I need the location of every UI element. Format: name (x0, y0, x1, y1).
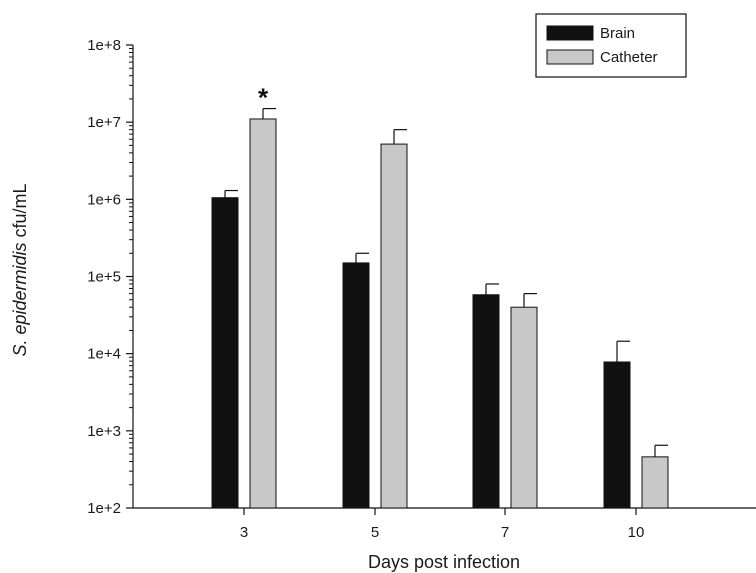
x-tick-label: 7 (501, 524, 509, 541)
y-axis-title-rest: cfu/mL (10, 183, 30, 242)
legend: Brain Catheter (535, 13, 687, 78)
y-axis: 1e+2 1e+3 1e+4 1e+5 1e+6 1e+7 1e+8 (87, 37, 134, 517)
bar-brain-10 (603, 361, 631, 509)
bar-catheter-10 (641, 456, 669, 509)
y-tick-label: 1e+5 (87, 269, 121, 286)
bar-brain-7 (472, 294, 500, 509)
y-tick-label: 1e+3 (87, 423, 121, 440)
significance-asterisk: * (258, 83, 269, 113)
bar-brain-5 (342, 262, 370, 509)
legend-swatch-brain (546, 25, 594, 41)
bar-brain-3 (211, 197, 239, 509)
bar-catheter-5 (380, 143, 408, 509)
annotations: * (258, 83, 269, 113)
y-tick-label: 1e+8 (87, 37, 121, 54)
y-tick-label: 1e+6 (87, 191, 121, 208)
y-tick-label: 1e+2 (87, 500, 121, 517)
legend-swatch-catheter (546, 49, 594, 65)
x-axis: 3 5 7 10 (133, 507, 756, 541)
y-axis-title-italic: S. epidermidis (10, 242, 30, 356)
x-tick-label: 5 (371, 524, 379, 541)
bars (211, 107, 669, 509)
x-tick-label: 3 (240, 524, 248, 541)
x-axis-title: Days post infection (368, 552, 520, 572)
legend-box (535, 13, 687, 78)
y-tick-label: 1e+4 (87, 346, 121, 363)
legend-label-catheter: Catheter (600, 49, 658, 66)
y-axis-title: S. epidermidis cfu/mL (10, 183, 30, 356)
y-tick-label: 1e+7 (87, 114, 121, 131)
bar-catheter-7 (510, 306, 538, 509)
x-tick-label: 10 (628, 524, 645, 541)
legend-label-brain: Brain (600, 25, 635, 42)
bar-catheter-3 (249, 118, 277, 509)
